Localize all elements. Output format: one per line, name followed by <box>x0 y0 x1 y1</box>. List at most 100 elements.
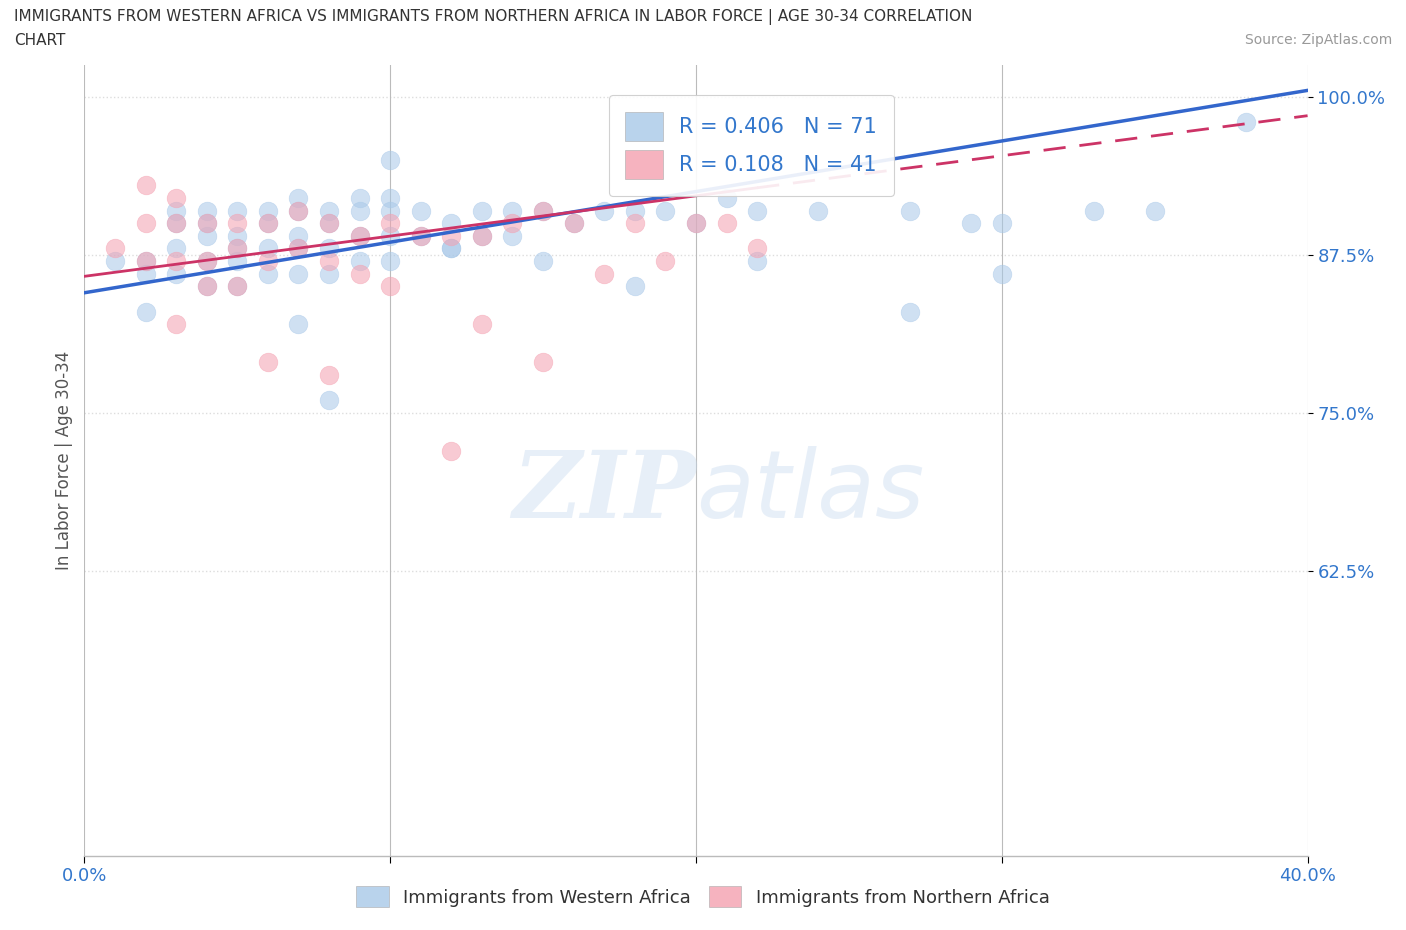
Point <box>991 216 1014 231</box>
Point <box>257 203 280 218</box>
Point <box>409 229 432 244</box>
Point <box>593 203 616 218</box>
Point <box>349 191 371 206</box>
Point <box>257 241 280 256</box>
Text: atlas: atlas <box>696 446 924 538</box>
Point <box>287 241 309 256</box>
Point <box>195 229 218 244</box>
Point <box>195 216 218 231</box>
Point <box>380 153 402 167</box>
Point <box>409 203 432 218</box>
Point <box>440 241 463 256</box>
Point <box>226 203 249 218</box>
Point <box>135 304 157 319</box>
Point <box>135 254 157 269</box>
Point <box>195 216 218 231</box>
Legend: Immigrants from Western Africa, Immigrants from Northern Africa: Immigrants from Western Africa, Immigran… <box>347 877 1059 916</box>
Point <box>165 216 187 231</box>
Point <box>1236 114 1258 129</box>
Point <box>287 229 309 244</box>
Point <box>654 203 676 218</box>
Point <box>165 216 187 231</box>
Point <box>747 203 769 218</box>
Text: CHART: CHART <box>14 33 66 47</box>
Point <box>226 279 249 294</box>
Point <box>195 279 218 294</box>
Point <box>380 279 402 294</box>
Point <box>685 216 707 231</box>
Point <box>747 254 769 269</box>
Point <box>349 254 371 269</box>
Point <box>1143 203 1166 218</box>
Point <box>226 254 249 269</box>
Point <box>318 266 340 281</box>
Point <box>318 203 340 218</box>
Point <box>471 229 494 244</box>
Point <box>380 216 402 231</box>
Y-axis label: In Labor Force | Age 30-34: In Labor Force | Age 30-34 <box>55 351 73 570</box>
Point <box>960 216 983 231</box>
Point <box>135 254 157 269</box>
Point <box>562 216 585 231</box>
Point <box>257 266 280 281</box>
Point <box>531 254 554 269</box>
Point <box>991 266 1014 281</box>
Point <box>165 241 187 256</box>
Point <box>318 241 340 256</box>
Point <box>440 444 463 458</box>
Point <box>531 203 554 218</box>
Point <box>624 216 647 231</box>
Point <box>195 279 218 294</box>
Point <box>349 203 371 218</box>
Point <box>257 216 280 231</box>
Point <box>318 216 340 231</box>
Point <box>318 254 340 269</box>
Point <box>257 254 280 269</box>
Point <box>135 178 157 193</box>
Point <box>226 216 249 231</box>
Point <box>195 254 218 269</box>
Point <box>195 203 218 218</box>
Point <box>502 216 524 231</box>
Point <box>807 203 830 218</box>
Point <box>349 266 371 281</box>
Point <box>898 304 921 319</box>
Point <box>349 229 371 244</box>
Point <box>287 266 309 281</box>
Point <box>685 216 707 231</box>
Point <box>471 203 494 218</box>
Point <box>226 241 249 256</box>
Text: Source: ZipAtlas.com: Source: ZipAtlas.com <box>1244 33 1392 46</box>
Point <box>471 317 494 332</box>
Point <box>226 229 249 244</box>
Point <box>165 254 187 269</box>
Point <box>165 317 187 332</box>
Point <box>165 203 187 218</box>
Point <box>654 254 676 269</box>
Point <box>165 266 187 281</box>
Point <box>226 241 249 256</box>
Point <box>898 203 921 218</box>
Text: IMMIGRANTS FROM WESTERN AFRICA VS IMMIGRANTS FROM NORTHERN AFRICA IN LABOR FORCE: IMMIGRANTS FROM WESTERN AFRICA VS IMMIGR… <box>14 9 973 25</box>
Point <box>287 203 309 218</box>
Point <box>349 229 371 244</box>
Point <box>195 254 218 269</box>
Legend: R = 0.406   N = 71, R = 0.108   N = 41: R = 0.406 N = 71, R = 0.108 N = 41 <box>609 95 894 196</box>
Point <box>287 203 309 218</box>
Point <box>380 254 402 269</box>
Point <box>104 254 127 269</box>
Point <box>318 367 340 382</box>
Point <box>226 279 249 294</box>
Point <box>318 392 340 407</box>
Point <box>135 266 157 281</box>
Point <box>502 203 524 218</box>
Point <box>135 216 157 231</box>
Point <box>440 216 463 231</box>
Point <box>380 229 402 244</box>
Point <box>716 191 738 206</box>
Text: ZIP: ZIP <box>512 447 696 537</box>
Point <box>380 191 402 206</box>
Point <box>440 229 463 244</box>
Point <box>624 279 647 294</box>
Point <box>747 241 769 256</box>
